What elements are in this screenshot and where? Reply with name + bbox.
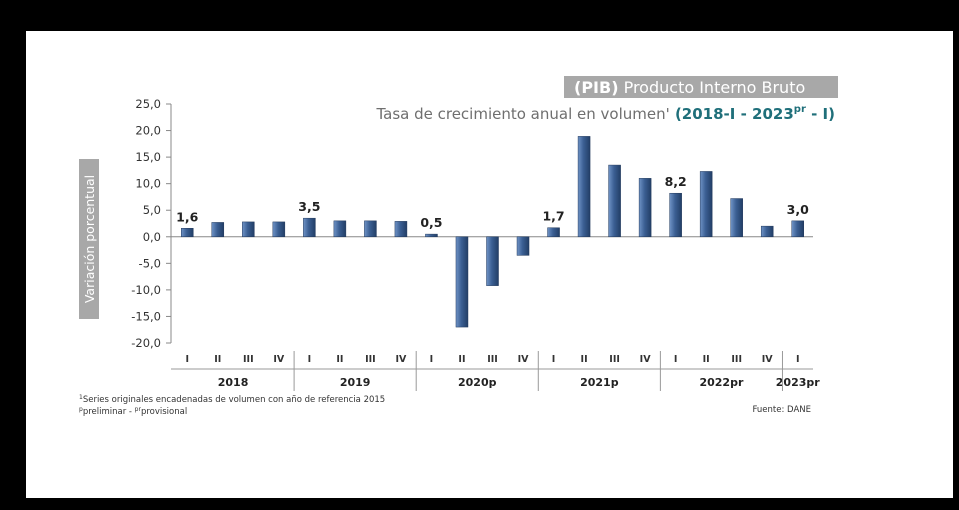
chart-title: (PIB) Producto Interno Bruto: [574, 78, 805, 97]
chart-subtitle: Tasa de crecimiento anual en volumen' (2…: [375, 104, 835, 123]
ylabel-background: [79, 159, 99, 319]
bar: [638, 178, 652, 238]
x-tick-label: I: [552, 354, 556, 365]
y-tick-label: -10,0: [131, 283, 161, 297]
data-label: 3,0: [787, 202, 809, 217]
y-tick-label: -5,0: [139, 256, 161, 270]
x-group-label: 2018: [218, 376, 249, 389]
x-tick-label: III: [731, 354, 742, 365]
footnote-1-text: Series originales encadenadas de volumen…: [83, 395, 385, 405]
x-tick-label: II: [703, 354, 710, 365]
x-tick-label: IV: [395, 354, 407, 365]
subtitle-mark: ': [666, 105, 670, 123]
x-tick-label: I: [308, 354, 312, 365]
bar: [577, 136, 591, 238]
x-tick-label: II: [458, 354, 465, 365]
data-label: 1,7: [542, 209, 564, 224]
chart-frame: (PIB) Producto Interno Bruto Tasa de cre…: [26, 31, 953, 498]
y-tick-label: 15,0: [135, 150, 161, 164]
y-tick-label: 10,0: [135, 177, 161, 191]
bar: [242, 221, 255, 238]
x-tick-label: III: [609, 354, 620, 365]
y-tick-label: 25,0: [135, 97, 161, 111]
footnote-1: 1Series originales encadenadas de volume…: [79, 394, 385, 405]
bar: [669, 192, 682, 238]
footnote-2-b: provisional: [141, 407, 187, 417]
x-groups: 2018 2019 2020p 2021p 2022pr 2023pr: [218, 351, 820, 391]
bar: [394, 221, 408, 238]
x-group-label: 2023pr: [776, 376, 820, 389]
x-tick-label: I: [430, 354, 434, 365]
data-label: 8,2: [665, 174, 687, 189]
footnote-1-sup: 1: [79, 394, 83, 401]
data-label: 1,6: [176, 209, 198, 224]
x-tick-label: I: [185, 354, 189, 365]
x-tick-label: IV: [640, 354, 652, 365]
footnote-2-sup2: pr: [135, 406, 142, 413]
bar: [425, 233, 438, 238]
x-tick-label: III: [243, 354, 254, 365]
x-tick-label: I: [796, 354, 800, 365]
y-tick-label: 5,0: [143, 203, 161, 217]
data-labels: 1,6 3,5 0,5 1,7 8,2 3,0: [176, 174, 809, 230]
x-ticks: I II III IV I II III IV I II III IV I II III IV I II III IV…: [185, 354, 799, 365]
bar: [455, 236, 469, 328]
chart-title-rest: Producto Interno Bruto: [619, 78, 806, 97]
x-group-label: 2020p: [458, 376, 497, 389]
footnote-2-a: preliminar -: [83, 407, 135, 417]
bar: [760, 225, 774, 238]
axes: [170, 104, 813, 370]
bars: [181, 136, 804, 328]
bar: [211, 222, 225, 238]
x-tick-label: IV: [273, 354, 285, 365]
x-tick-label: III: [365, 354, 376, 365]
bar: [272, 221, 286, 238]
bar: [333, 220, 347, 238]
bar: [303, 217, 316, 238]
x-tick-label: III: [487, 354, 498, 365]
y-ticks: 25,0 20,0 15,0 10,0 5,0 0,0 -5,0 -10,0 -15,0 -20,…: [131, 97, 171, 350]
y-tick-label: 20,0: [135, 124, 161, 138]
bar: [486, 236, 499, 286]
x-tick-label: I: [674, 354, 678, 365]
x-tick-label: II: [581, 354, 588, 365]
chart-title-bold: (PIB): [574, 78, 619, 97]
source-note: Fuente: DANE: [753, 405, 812, 415]
footnote-2-sup1: p: [79, 406, 83, 413]
bar: [547, 227, 560, 238]
subtitle-range-start: (2018-I - 2023: [670, 105, 794, 123]
bar: [699, 171, 713, 238]
x-group-label: 2019: [340, 376, 371, 389]
bar: [791, 220, 804, 238]
subtitle-range-sup: pr: [794, 104, 806, 115]
footnote-2: ppreliminar - prprovisional: [79, 406, 187, 417]
bar: [364, 220, 377, 238]
chart: (PIB) Producto Interno Bruto Tasa de cre…: [79, 76, 838, 417]
y-tick-label: -20,0: [131, 336, 161, 350]
y-tick-label: 0,0: [143, 230, 161, 244]
subtitle-range-end: - I): [806, 105, 835, 123]
data-label: 3,5: [298, 199, 320, 214]
bar: [608, 164, 621, 238]
data-label: 0,5: [420, 215, 442, 230]
x-tick-label: IV: [518, 354, 530, 365]
x-tick-label: IV: [762, 354, 774, 365]
y-tick-label: -15,0: [131, 309, 161, 323]
subtitle-prefix: Tasa de crecimiento anual en volumen: [375, 105, 665, 123]
bar: [516, 236, 530, 256]
y-axis-label: Variación porcentual: [82, 175, 97, 303]
x-tick-label: II: [214, 354, 221, 365]
x-tick-label: II: [336, 354, 343, 365]
title-background: [564, 76, 838, 98]
x-group-label: 2022pr: [699, 376, 743, 389]
x-group-label: 2021p: [580, 376, 619, 389]
bar: [181, 228, 194, 238]
bar: [730, 198, 743, 238]
